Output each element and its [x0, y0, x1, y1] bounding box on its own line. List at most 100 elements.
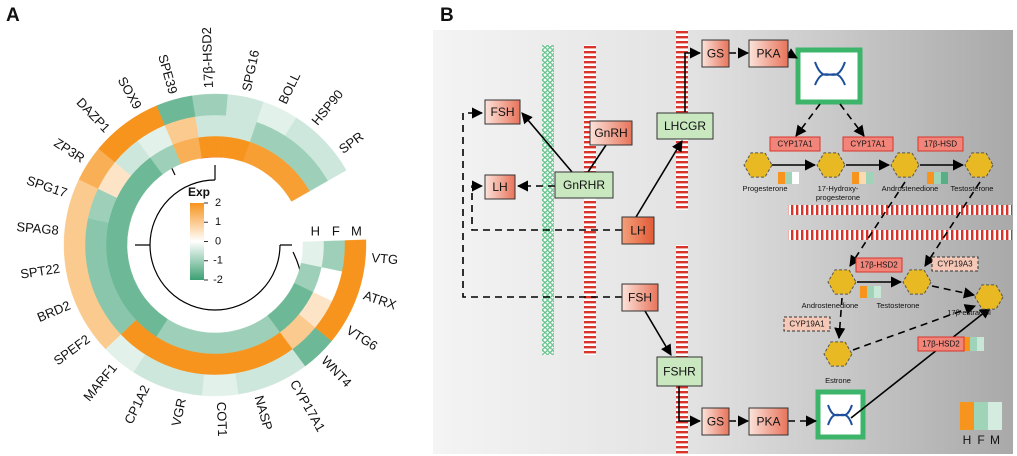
- colorbar: [190, 203, 204, 280]
- gene-label: HSP90: [308, 87, 346, 128]
- enzyme-box: [917, 336, 965, 352]
- node-label: GnRHR: [563, 178, 605, 192]
- heat-cell: [194, 114, 227, 138]
- membrane: [542, 45, 554, 355]
- gene-label: SPAG8: [16, 219, 60, 238]
- metabolite-label: Androstenedione: [882, 184, 939, 193]
- ring-label: F: [332, 223, 340, 238]
- gene-label: CYP17A1: [287, 377, 328, 434]
- colorbar-tick-label: -1: [213, 255, 223, 267]
- enzyme-label: CYP17A1: [850, 140, 886, 149]
- enzyme-box: [783, 316, 831, 332]
- panel-background: [433, 30, 1013, 454]
- gene-label: SPT22: [19, 261, 61, 282]
- gene-label: SPE39: [155, 53, 180, 96]
- metabolite-label: 17-Hydroxy-: [818, 184, 859, 193]
- metabolite-icon: [974, 284, 1004, 310]
- ring-label: M: [351, 223, 362, 238]
- legend-label: M: [990, 433, 1000, 447]
- enzyme-box: [769, 136, 821, 152]
- arrows: [462, 47, 991, 427]
- gene-label: DAZP1: [74, 95, 114, 136]
- metabolite-icon: [890, 152, 920, 178]
- heat-cell: [205, 331, 233, 355]
- gene-label: CP1A2: [121, 383, 152, 427]
- gene-label: 17β-HSD2: [199, 27, 216, 88]
- node-label: FSHR: [663, 365, 696, 379]
- node-box: [621, 283, 659, 312]
- gene-label: VTG6: [344, 322, 381, 353]
- enzyme-label: 17β-HSD: [924, 140, 957, 149]
- colorbar-tick-label: -2: [213, 274, 223, 286]
- node-label: FSH: [491, 105, 515, 119]
- node-box: [656, 112, 714, 140]
- heat-cell: [300, 241, 325, 268]
- enzyme-label: 17β-HSD2: [922, 340, 960, 349]
- enzyme-label: CYP19A3: [937, 260, 973, 269]
- heat-cell: [321, 240, 346, 272]
- metabolite-label: Estrone: [825, 376, 851, 385]
- heat-cell: [156, 95, 196, 126]
- dna-icon: [814, 61, 846, 86]
- gene-label: SPR: [336, 129, 366, 157]
- enzyme-box: [931, 256, 979, 272]
- node-label: LH: [492, 180, 507, 194]
- gene-label: SOX9: [115, 74, 145, 112]
- gene-label: WNT4: [318, 353, 354, 390]
- enzyme-label: CYP19A1: [789, 320, 825, 329]
- gene-label: ATRX: [362, 287, 399, 312]
- colorbar-title: Exp: [188, 185, 210, 199]
- metabolite-label: Testosterone: [951, 184, 994, 193]
- node-box: [701, 39, 730, 68]
- metabolite-label: Androstenedione: [802, 301, 859, 310]
- gene-label: BRD2: [35, 298, 73, 325]
- metabolite-label: Testosterone: [877, 301, 920, 310]
- dna-icon: [827, 404, 853, 426]
- metabolite-icon: [902, 269, 932, 295]
- node-box: [554, 171, 614, 199]
- heat-cell: [191, 93, 229, 117]
- nucleus: [795, 47, 863, 105]
- node-box: [748, 407, 789, 436]
- legend-label: H: [963, 433, 972, 447]
- node-label: LHCGR: [664, 119, 706, 133]
- heat-cell: [203, 352, 236, 376]
- node-label: LH: [630, 224, 645, 238]
- colorbar-tick-label: 1: [215, 216, 221, 228]
- node-label: GS: [707, 415, 724, 429]
- node-box: [701, 407, 730, 436]
- metabolite-icon: [964, 152, 994, 178]
- ring-label: H: [311, 223, 320, 238]
- heat-cell: [201, 373, 239, 397]
- gene-label: SPG17: [25, 173, 70, 201]
- metabolite-label: Progesterone: [742, 184, 787, 193]
- enzyme-box: [855, 257, 903, 273]
- gene-label: VGR: [168, 397, 188, 428]
- colorbar-tick-label: 0: [215, 235, 221, 247]
- expression-strips: [778, 172, 1002, 430]
- gene-label: VTG: [371, 250, 399, 267]
- metabolite-icon: [823, 341, 853, 367]
- node-box: [748, 39, 789, 68]
- gene-label: MARF1: [80, 361, 120, 405]
- gene-label: SPEF2: [51, 332, 93, 369]
- metabolite-label: 17β-estradiol: [947, 308, 991, 317]
- metabolite-label: progesterone: [816, 193, 860, 202]
- colorbar-tick-label: 2: [215, 197, 221, 209]
- node-label: PKA: [756, 47, 780, 61]
- legend-label: F: [977, 433, 984, 447]
- panel-label: A: [6, 5, 20, 26]
- node-box: [621, 216, 655, 245]
- node-label: PKA: [756, 415, 780, 429]
- membrane: [676, 245, 688, 454]
- gene-label: COT1: [214, 402, 230, 437]
- panel-label: B: [440, 5, 454, 26]
- enzyme-label: CYP17A1: [777, 140, 813, 149]
- heat-cell: [84, 217, 109, 250]
- node-box: [589, 120, 633, 146]
- enzyme-label: 17β-HSD2: [860, 261, 898, 270]
- metabolite-icon: [743, 152, 773, 178]
- membrane: [788, 230, 1012, 240]
- heat-cell: [341, 239, 367, 277]
